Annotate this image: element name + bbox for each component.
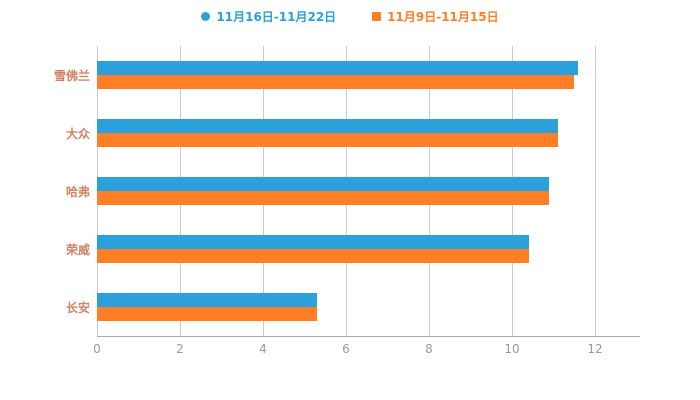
legend-item-week1[interactable]: 11月9日-11月15日 [372,8,499,25]
legend-item-week2[interactable]: 11月16日-11月22日 [201,8,336,25]
bar-orange-荣威 [97,249,529,263]
bar-orange-大众 [97,133,558,147]
category-label: 荣威 [65,242,90,257]
bar-blue-大众 [97,119,558,133]
category-label: 雪佛兰 [53,68,90,83]
gridline [595,46,596,336]
category-label: 长安 [65,300,90,315]
legend-marker-square-icon [372,12,382,21]
category-label: 大众 [65,126,90,141]
y-axis-labels: 雪佛兰 大众 哈弗 荣威 长安 [0,46,90,336]
bar-orange-雪佛兰 [97,75,575,89]
x-axis-line [97,336,640,337]
x-tick-label: 0 [93,342,101,356]
x-tick-label: 10 [504,342,520,356]
x-tick-label: 8 [425,342,433,356]
bar-blue-哈弗 [97,177,550,191]
bar-orange-哈弗 [97,191,550,205]
chart-legend: 11月16日-11月22日 11月9日-11月15日 [0,8,700,25]
x-axis-ticks: 0 2 4 6 8 10 12 [93,342,602,360]
bar-blue-雪佛兰 [97,61,579,75]
bar-orange-长安 [97,307,317,321]
legend-label: 11月9日-11月15日 [387,10,499,24]
legend-marker-circle-icon [201,12,211,21]
category-label: 哈弗 [65,184,90,199]
x-tick-label: 4 [259,342,267,356]
bar-blue-长安 [97,293,317,307]
legend-label: 11月16日-11月22日 [216,10,337,24]
bar-blue-荣威 [97,235,529,249]
x-tick-label: 12 [587,342,603,356]
x-tick-label: 6 [342,342,350,356]
plot-area [97,46,596,336]
x-tick-label: 2 [176,342,184,356]
